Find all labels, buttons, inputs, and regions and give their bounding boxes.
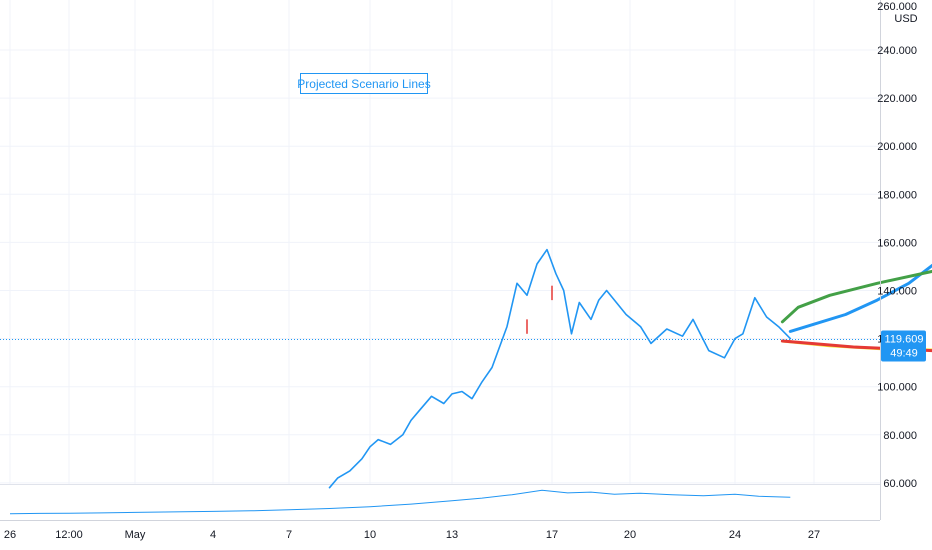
scenario-green-line	[780, 269, 932, 324]
current-price-badge: 119.609 49:49	[881, 330, 926, 362]
x-tick-label: 13	[446, 529, 458, 541]
price-series-line	[328, 248, 792, 489]
series-layer	[328, 248, 932, 489]
volume-line	[9, 489, 791, 515]
y-tick-label: 160.000	[877, 237, 917, 249]
current-price-badge-box	[881, 330, 926, 362]
x-tick-label: 17	[546, 529, 558, 541]
annotation-label[interactable]: Projected Scenario Lines	[297, 73, 431, 94]
y-tick-label: 80.000	[883, 430, 917, 442]
x-tick-label: 10	[364, 529, 376, 541]
y-tick-label: 200.000	[877, 141, 917, 153]
y-tick-label: 180.000	[877, 189, 917, 201]
bar-countdown: 49:49	[890, 348, 918, 360]
volume-pane	[9, 489, 791, 515]
x-tick-label: 27	[808, 529, 820, 541]
x-tick-label: 4	[210, 529, 216, 541]
y-tick-label: 220.000	[877, 93, 917, 105]
annotation-text: Projected Scenario Lines	[297, 77, 430, 91]
axis-unit-label: USD	[894, 13, 917, 25]
scenario-blue-line	[788, 263, 932, 333]
x-tick-label: 26	[4, 529, 16, 541]
x-tick-label: 24	[729, 529, 741, 541]
annotation-box	[300, 73, 428, 94]
y-tick-label: 240.000	[877, 45, 917, 57]
y-tick-label: 100.000	[877, 382, 917, 394]
y-tick-label: 60.000	[883, 478, 917, 490]
x-tick-label: 7	[286, 529, 292, 541]
x-tick-label: 20	[624, 529, 636, 541]
y-tick-label: 260.000	[877, 1, 917, 13]
price-axis[interactable]: 260.000 240.000 220.000 200.000 180.000 160.0…	[877, 0, 917, 520]
current-price-value: 119.609	[885, 334, 924, 346]
x-tick-label: 12:00	[55, 529, 83, 541]
x-tick-label: May	[125, 529, 146, 541]
time-axis[interactable]: 26 12:00 May 4 7 10 13 17 20 24 27	[0, 520, 880, 542]
y-tick-label: 140.000	[877, 286, 917, 298]
grid-lines	[0, 0, 880, 485]
